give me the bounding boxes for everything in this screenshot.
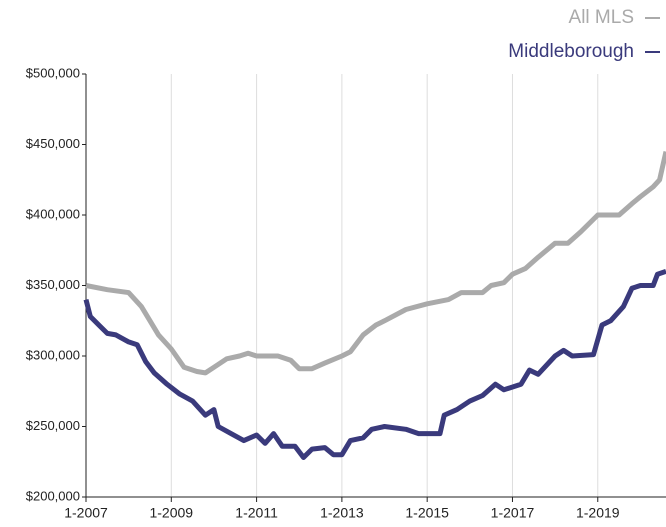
- legend-label: All MLS: [569, 7, 634, 28]
- x-tick-label: 1-2013: [320, 505, 364, 521]
- y-tick-label: $500,000: [26, 65, 80, 80]
- y-tick-label: $450,000: [26, 136, 80, 151]
- y-tick-label: $300,000: [26, 347, 80, 362]
- x-tick-label: 1-2015: [405, 505, 449, 521]
- x-tick-label: 1-2011: [235, 505, 278, 521]
- y-tick-label: $250,000: [26, 418, 80, 433]
- y-tick-label: $400,000: [26, 206, 80, 221]
- line: [83, 269, 666, 460]
- line: [85, 151, 666, 376]
- x-tick-label: 1-2007: [64, 505, 108, 521]
- y-tick-label: $350,000: [26, 277, 80, 292]
- legend-label: Middleborough: [508, 41, 634, 62]
- x-tick-label: 1-2017: [491, 505, 535, 521]
- x-tick-label: 1-2019: [576, 505, 620, 521]
- y-tick-label: $200,000: [26, 488, 80, 503]
- x-tick-label: 1-2009: [149, 505, 193, 521]
